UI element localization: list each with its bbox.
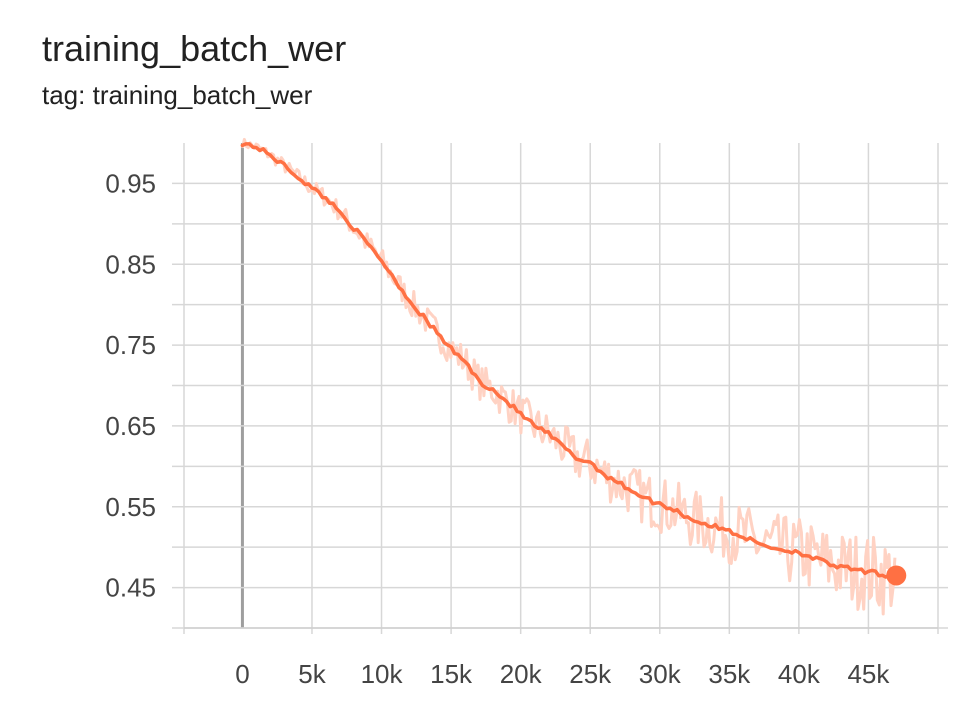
y-tick-label: 0.75 (105, 330, 156, 360)
smoothed-line (240, 142, 899, 579)
chart-subtitle: tag: training_batch_wer (42, 80, 313, 110)
y-tick-label: 0.45 (105, 573, 156, 603)
x-tick-label: 15k (430, 659, 473, 689)
y-tick-label: 0.65 (105, 411, 156, 441)
y-tick-label: 0.55 (105, 492, 156, 522)
smoothed-series (240, 142, 907, 586)
y-tick-label: 0.85 (105, 249, 156, 279)
chart-title: training_batch_wer (42, 28, 347, 69)
x-tick-label: 40k (778, 659, 821, 689)
x-tick-label: 5k (298, 659, 326, 689)
x-tick-label: 10k (361, 659, 404, 689)
grid (172, 143, 948, 634)
y-tick-label: 0.95 (105, 168, 156, 198)
series-end-point[interactable] (886, 565, 907, 586)
x-tick-label: 20k (500, 659, 543, 689)
x-tick-label: 25k (569, 659, 612, 689)
x-tick-label: 30k (639, 659, 682, 689)
x-tick-label: 45k (847, 659, 890, 689)
x-tick-label: 0 (235, 659, 249, 689)
x-tick-label: 35k (708, 659, 751, 689)
axis-ticks: 0 5k 10k 15k 20k 25k 30k 35k 40k 45k 0.45 0.55 0.65 0… (105, 168, 890, 689)
